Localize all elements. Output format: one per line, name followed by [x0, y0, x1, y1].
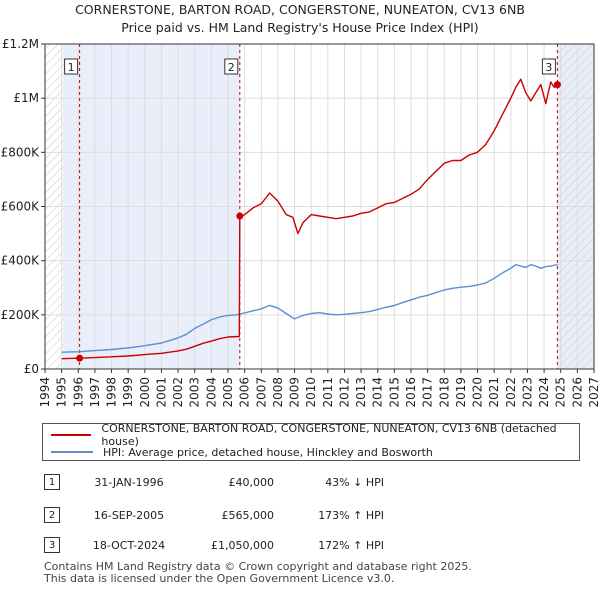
- x-tick-label: 1998: [105, 377, 119, 408]
- x-tick-label: 2013: [354, 377, 368, 408]
- x-tick-label: 1996: [71, 377, 85, 408]
- legend-item-property: CORNERSTONE, BARTON ROAD, CONGERSTONE, N…: [51, 422, 579, 448]
- transaction-hpi-change: 43% ↓ HPI: [325, 475, 384, 489]
- legend-label-property: CORNERSTONE, BARTON ROAD, CONGERSTONE, N…: [101, 422, 557, 448]
- chart-legend: CORNERSTONE, BARTON ROAD, CONGERSTONE, N…: [42, 422, 580, 461]
- x-tick-label: 1997: [88, 377, 102, 408]
- x-tick-label: 2001: [154, 377, 168, 408]
- transaction-price: £1,050,000: [211, 538, 274, 552]
- y-tick-label: £0: [24, 362, 39, 376]
- chart-title-line1: CORNERSTONE, BARTON ROAD, CONGERSTONE, N…: [75, 2, 525, 17]
- transaction-number-badge: 2: [44, 507, 60, 523]
- x-tick-label: 2018: [437, 377, 451, 408]
- x-tick-label: 2020: [471, 377, 485, 408]
- sale-marker-box: [541, 58, 556, 75]
- x-tick-label: 2016: [404, 377, 418, 408]
- x-tick-label: 2022: [504, 377, 518, 408]
- x-tick-label: 2019: [454, 377, 468, 408]
- sale-point: [236, 212, 244, 220]
- x-tick-label: 1999: [121, 377, 135, 408]
- transaction-hpi-change: 173% ↑ HPI: [318, 508, 384, 522]
- x-tick-label: 2014: [371, 377, 385, 408]
- x-tick-label: 2011: [321, 377, 335, 408]
- transaction-date: 18-OCT-2024: [92, 538, 166, 552]
- footer-licence: This data is licensed under the Open Gov…: [44, 572, 395, 585]
- transaction-hpi-change: 172% ↑ HPI: [318, 538, 384, 552]
- y-tick-label: £400K: [1, 254, 41, 268]
- sale-marker-badge: 3: [541, 58, 556, 75]
- x-tick-label: 2027: [587, 377, 600, 408]
- sale-marker-label: 2: [228, 61, 235, 74]
- sale-point: [76, 354, 84, 362]
- x-tick-label: 2021: [487, 377, 501, 408]
- sale-point: [553, 81, 561, 89]
- transaction-price: £40,000: [228, 475, 275, 489]
- x-tick-label: 1994: [38, 377, 52, 408]
- transaction-number-badge: 3: [44, 537, 60, 553]
- y-tick-label: £600K: [1, 200, 41, 214]
- transaction-number-badge: 1: [44, 474, 60, 490]
- x-tick-label: 2000: [138, 377, 152, 408]
- x-tick-label: 2003: [188, 377, 202, 408]
- y-tick-label: £800K: [1, 145, 41, 159]
- sale-marker-label: 1: [68, 61, 75, 74]
- x-tick-label: 2004: [204, 377, 218, 408]
- transaction-date: 31-JAN-1996: [94, 475, 164, 489]
- x-tick-label: 2002: [171, 377, 185, 408]
- x-tick-label: 2025: [554, 377, 568, 408]
- x-tick-label: 2009: [288, 377, 302, 408]
- series-line-property: [61, 78, 558, 360]
- transaction-row: 2 16-SEP-2005 £565,000 173% ↑ HPI: [44, 507, 384, 523]
- sale-marker-badge: 2: [224, 58, 239, 75]
- x-tick-label: 2026: [570, 377, 584, 408]
- sale-marker-box: [224, 58, 239, 75]
- x-tick-label: 2024: [537, 377, 551, 408]
- y-tick-label: £200K: [1, 308, 41, 322]
- legend-label-hpi: HPI: Average price, detached house, Hinc…: [103, 445, 433, 459]
- sale-marker-box: [64, 58, 79, 75]
- transaction-date: 16-SEP-2005: [93, 508, 165, 522]
- transaction-row: 1 31-JAN-1996 £40,000 43% ↓ HPI: [44, 474, 384, 490]
- transaction-row: 3 18-OCT-2024 £1,050,000 172% ↑ HPI: [44, 537, 384, 553]
- sale-marker-badge: 1: [64, 58, 79, 75]
- footer-copyright: Contains HM Land Registry data © Crown c…: [44, 560, 472, 573]
- chart-area: 1994 1995 1996 1997 1998 1999 2000 2001 2002 2003…: [1, 37, 600, 408]
- x-tick-label: 1995: [55, 377, 69, 408]
- x-tick-label: 2010: [304, 377, 318, 408]
- legend-swatch-hpi: [51, 451, 93, 453]
- legend-item-hpi: HPI: Average price, detached house, Hinc…: [51, 444, 433, 460]
- plot-frame: [44, 43, 595, 370]
- x-tick-label: 2006: [238, 377, 252, 408]
- legend-swatch-property: [51, 434, 92, 436]
- transaction-price: £565,000: [221, 508, 275, 522]
- series-line-hpi: [61, 263, 558, 353]
- x-tick-label: 2017: [421, 377, 435, 408]
- y-tick-label: £1M: [13, 91, 39, 105]
- sale-marker-label: 3: [545, 61, 552, 74]
- x-tick-label: 2008: [271, 377, 285, 408]
- x-tick-label: 2023: [520, 377, 534, 408]
- x-tick-label: 2005: [221, 377, 235, 408]
- chart-title-line2: Price paid vs. HM Land Registry's House …: [121, 20, 479, 35]
- x-tick-label: 2007: [254, 377, 268, 408]
- x-tick-label: 2012: [337, 377, 351, 408]
- y-tick-label: £1.2M: [2, 37, 39, 51]
- x-tick-label: 2015: [387, 377, 401, 408]
